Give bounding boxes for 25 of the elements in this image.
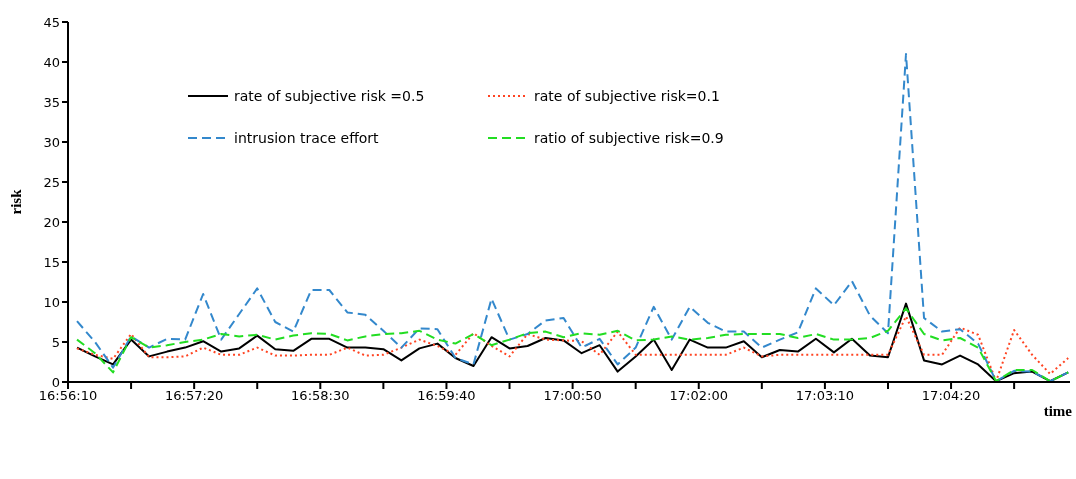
x-tick-label: 16:58:30	[291, 388, 350, 404]
x-axis-title: time	[1043, 403, 1073, 419]
y-tick-label: 45	[43, 14, 60, 30]
y-tick-label: 0	[51, 374, 60, 390]
y-tick-label: 5	[51, 334, 60, 350]
y-tick-label: 20	[43, 214, 60, 230]
y-tick-label: 15	[43, 254, 60, 270]
legend-label: rate of subjective risk=0.1	[534, 88, 720, 104]
legend-label: rate of subjective risk =0.5	[234, 88, 425, 104]
y-tick-label: 30	[43, 134, 60, 150]
x-tick-label: 17:00:50	[543, 388, 602, 404]
legend-label: intrusion trace effort	[234, 130, 379, 146]
legend-label: ratio of subjective risk=0.9	[534, 130, 724, 146]
y-tick-label: 10	[43, 294, 60, 310]
line-series	[76, 53, 1070, 382]
x-tick-label: 17:02:00	[669, 388, 728, 404]
x-tick-label: 16:59:40	[417, 388, 476, 404]
x-tick-label: 17:04:20	[921, 388, 981, 404]
x-tick-label: 16:56:10	[38, 388, 98, 404]
y-axis-title: risk	[8, 188, 25, 215]
x-tick-label: 17:03:10	[795, 388, 855, 404]
y-tick-label: 25	[43, 174, 60, 190]
y-tick-label: 35	[43, 94, 60, 110]
y-tick-label: 40	[43, 54, 60, 70]
x-tick-label: 16:57:20	[164, 388, 224, 404]
